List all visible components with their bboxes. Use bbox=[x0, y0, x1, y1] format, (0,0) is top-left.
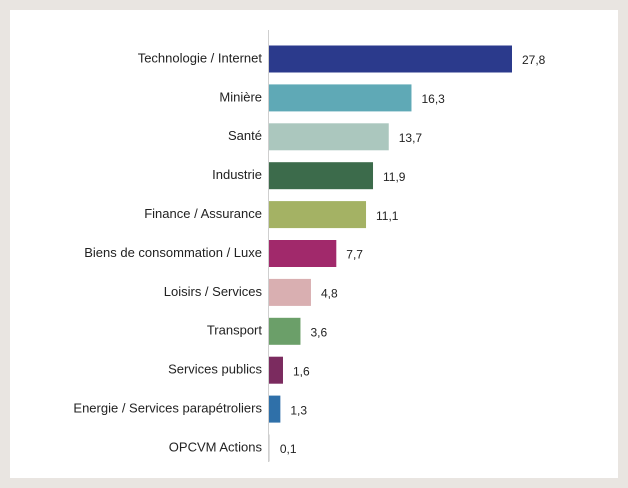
category-label: Industrie bbox=[212, 167, 262, 182]
value-label: 11,9 bbox=[383, 170, 406, 184]
bar bbox=[269, 201, 367, 229]
category-label: Minière bbox=[219, 89, 262, 104]
bar bbox=[269, 434, 270, 462]
bar bbox=[269, 45, 512, 73]
category-label: Services publics bbox=[168, 362, 262, 377]
bar bbox=[269, 240, 337, 267]
bar bbox=[269, 84, 412, 112]
category-label: Transport bbox=[207, 323, 263, 338]
category-label: Energie / Services parapétroliers bbox=[73, 401, 262, 416]
category-label: Santé bbox=[228, 128, 262, 143]
value-label: 13,7 bbox=[399, 131, 423, 145]
category-label: Biens de consommation / Luxe bbox=[84, 245, 262, 260]
bar bbox=[269, 317, 301, 345]
value-label: 0,1 bbox=[280, 442, 297, 456]
category-label: Loisirs / Services bbox=[164, 284, 263, 299]
value-label: 27,8 bbox=[522, 53, 546, 67]
value-label: 16,3 bbox=[421, 92, 445, 106]
value-label: 11,1 bbox=[376, 209, 399, 223]
category-label: Technologie / Internet bbox=[138, 50, 263, 65]
bar bbox=[269, 395, 281, 423]
bar bbox=[269, 123, 389, 151]
value-label: 1,3 bbox=[290, 403, 307, 417]
bar bbox=[269, 356, 283, 384]
value-label: 1,6 bbox=[293, 364, 310, 378]
value-label: 4,8 bbox=[321, 287, 338, 301]
value-label: 7,7 bbox=[346, 248, 363, 262]
value-label: 3,6 bbox=[310, 325, 327, 339]
bar bbox=[269, 162, 374, 190]
category-label: Finance / Assurance bbox=[144, 206, 262, 221]
category-label: OPCVM Actions bbox=[169, 439, 263, 454]
bar bbox=[269, 278, 311, 306]
